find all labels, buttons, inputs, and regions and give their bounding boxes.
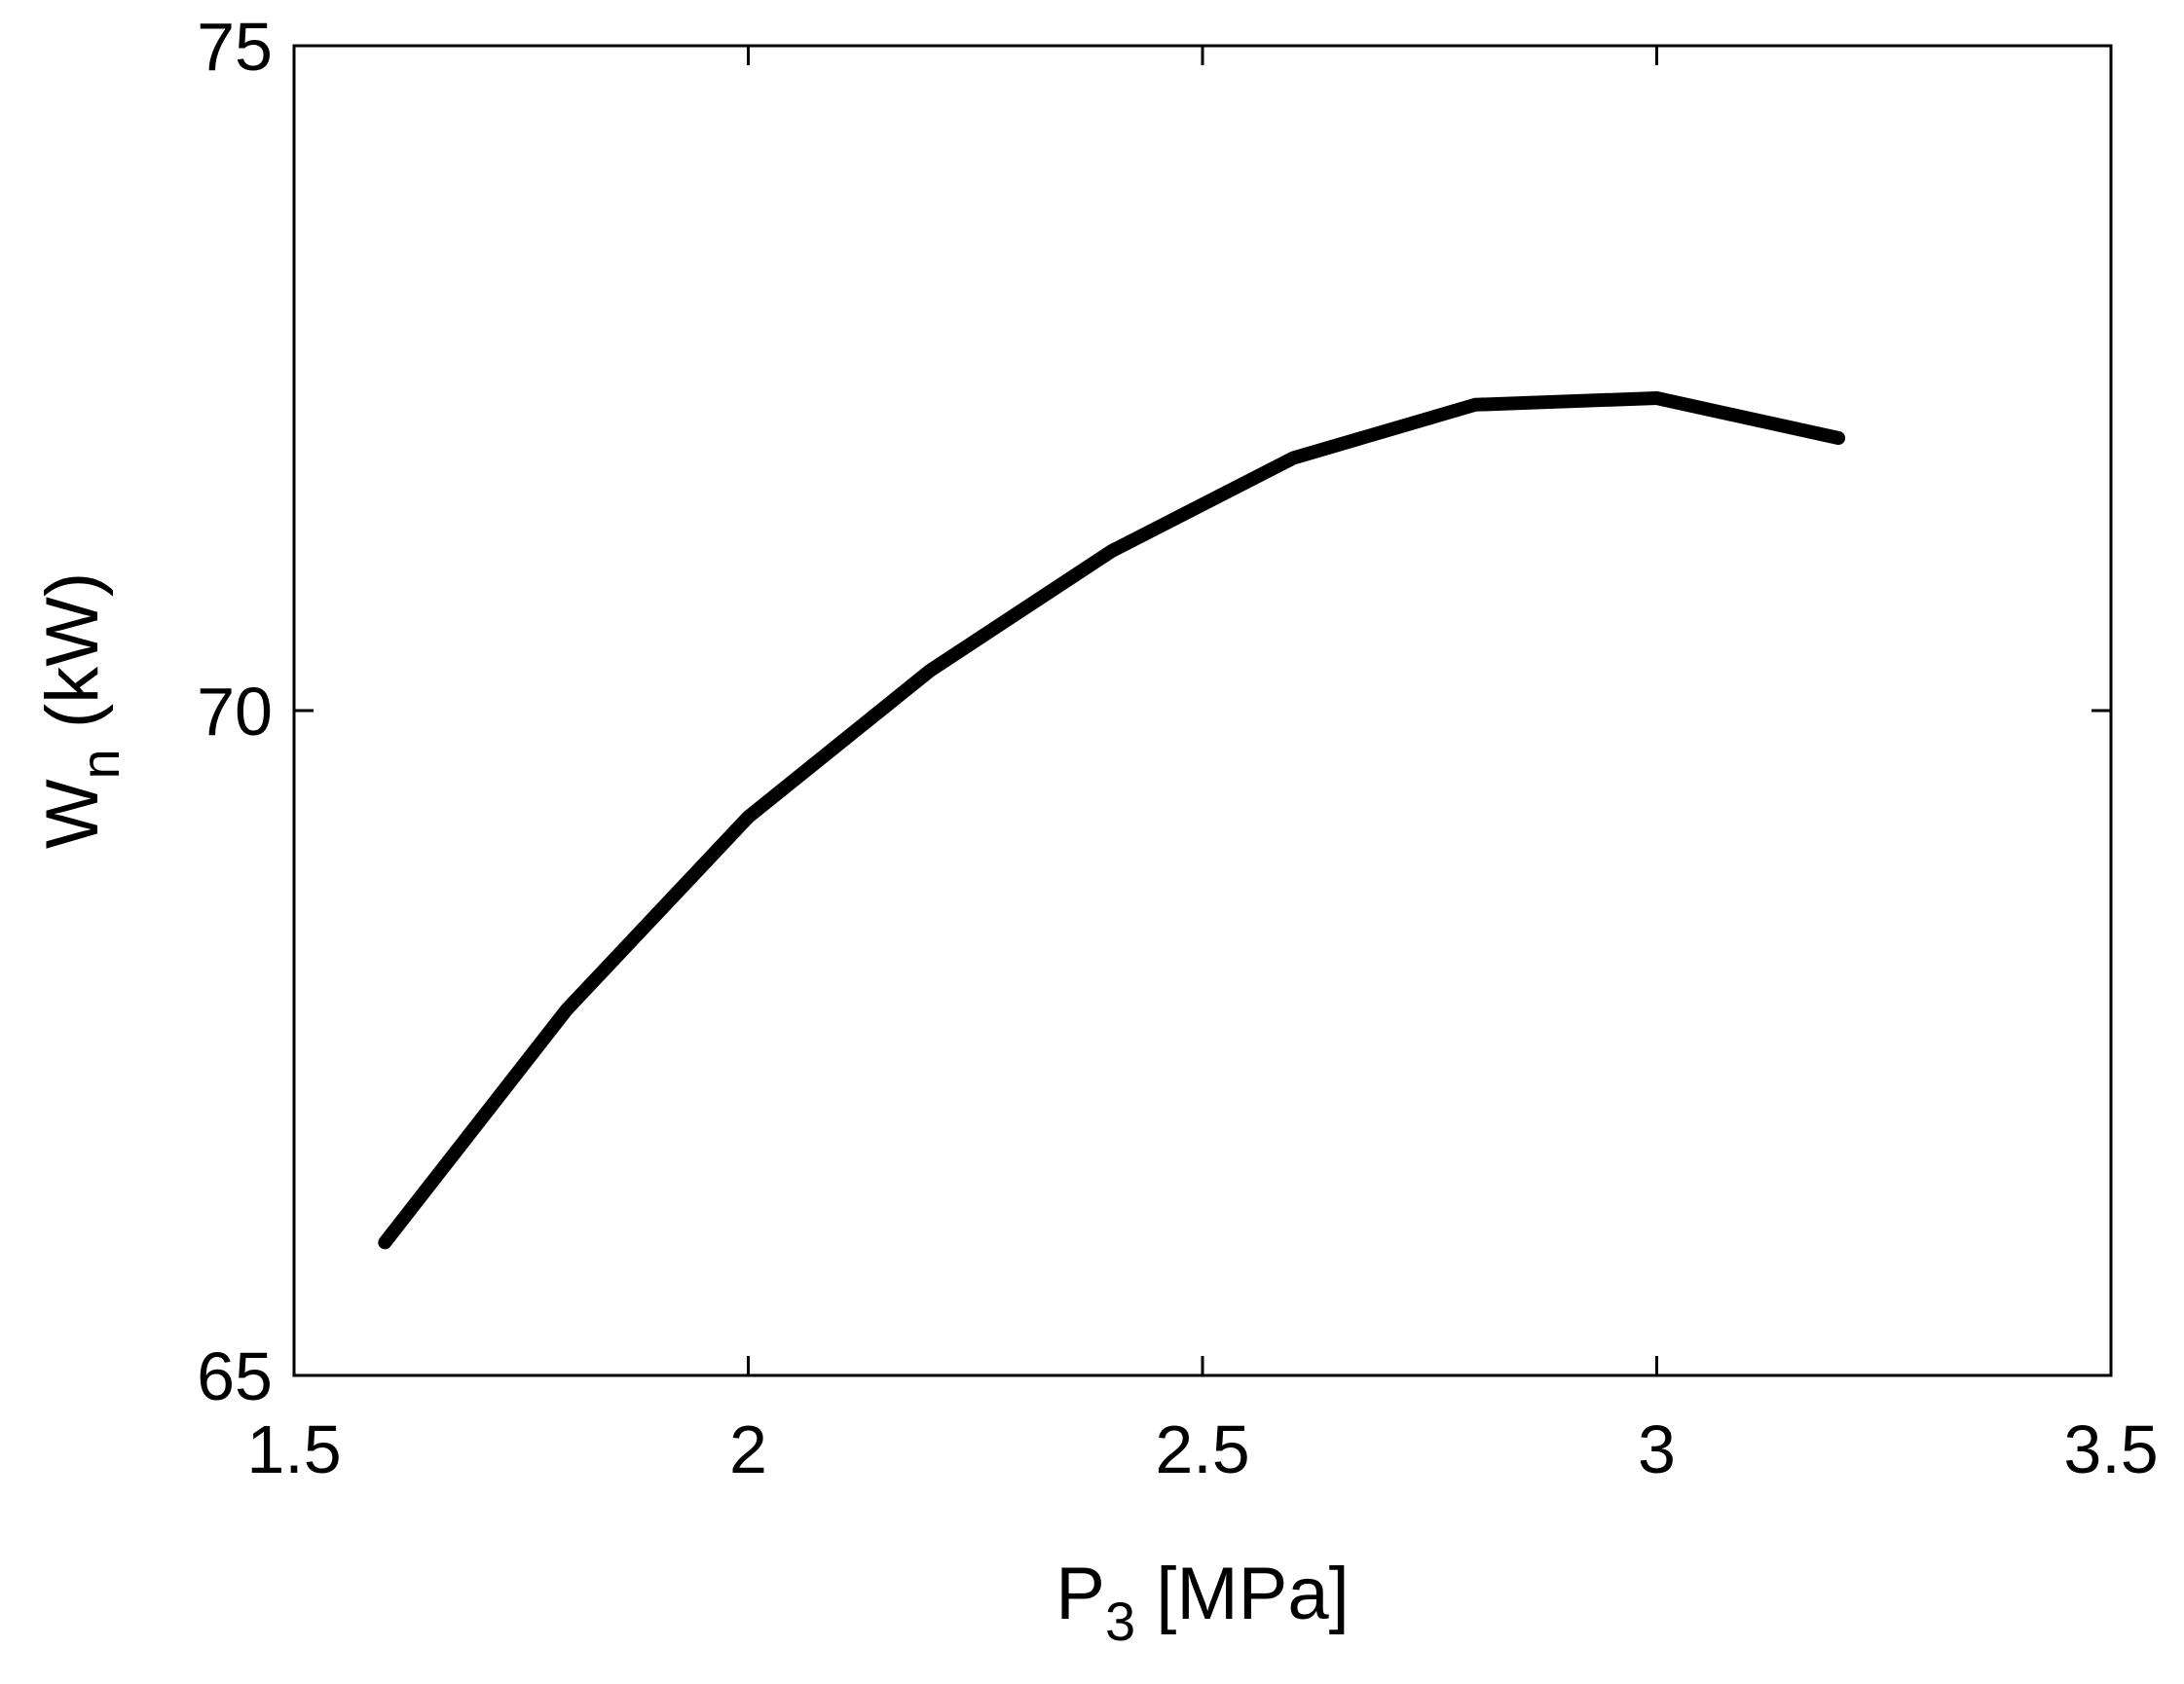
y-tick-label-0: 65	[197, 1338, 273, 1414]
x-axis-title-rest: [MPa]	[1135, 1553, 1350, 1635]
y-axis-title: Wn (kW)	[31, 572, 130, 849]
x-axis-title-main: P	[1055, 1553, 1105, 1635]
y-axis-title-sub: n	[69, 749, 130, 779]
y-axis-title-rest: (kW)	[31, 572, 114, 749]
plot-frame	[292, 44, 2113, 1377]
y-tick-label-1: 70	[197, 674, 273, 750]
x-tick-label-1: 2	[729, 1411, 767, 1487]
tick-labels: 1.5 2 2.5 3 3.5 65 70 75	[197, 9, 2159, 1487]
x-axis-title: P3 [MPa]	[1055, 1553, 1349, 1652]
series-layer	[378, 391, 1846, 1250]
x-axis-title-sub: 3	[1105, 1591, 1135, 1652]
y-tick-label-2: 75	[197, 9, 273, 85]
y-axis-title-main: W	[31, 779, 114, 849]
series-line-0	[378, 391, 1846, 1250]
x-tick-label-3: 3	[1638, 1411, 1676, 1487]
x-tick-label-0: 1.5	[246, 1411, 341, 1487]
x-tick-label-4: 3.5	[2063, 1411, 2158, 1487]
x-tick-label-2: 2.5	[1155, 1411, 1249, 1487]
